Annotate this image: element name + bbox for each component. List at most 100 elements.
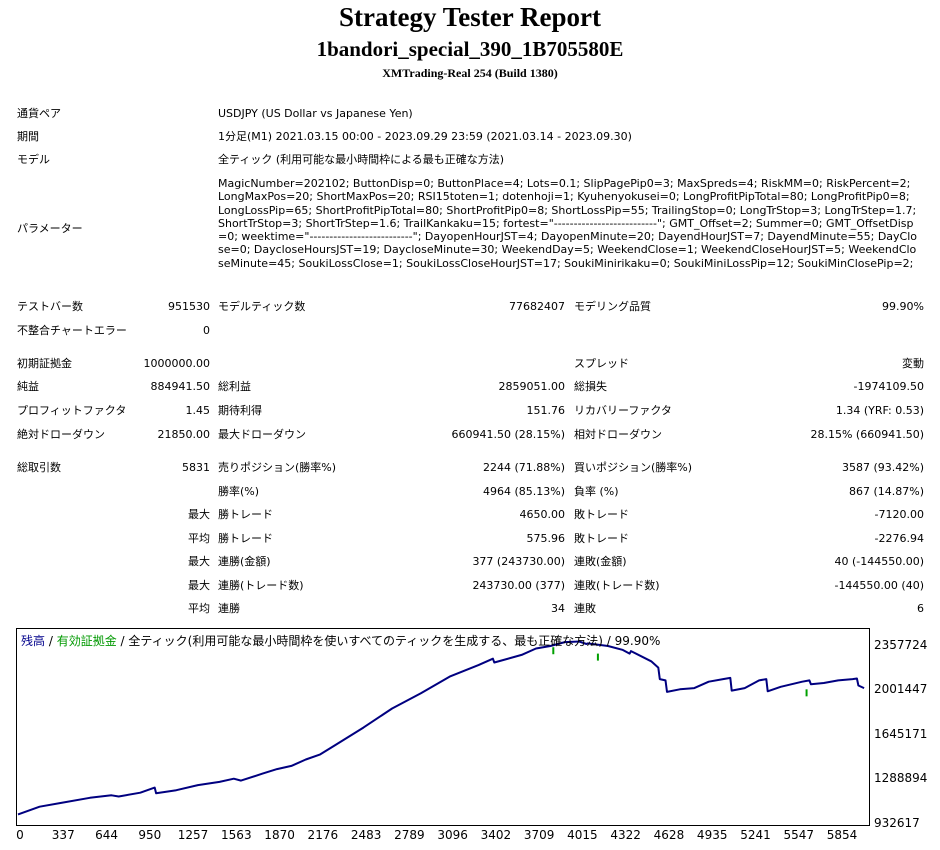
x-tick-label: 2176 [307, 828, 339, 842]
max-label: 最大 [188, 579, 210, 592]
max-loss-value: -7120.00 [874, 508, 924, 521]
x-tick-label: 1563 [221, 828, 252, 842]
abs-dd-value: 21850.00 [157, 428, 211, 441]
avg-win-label: 勝トレード [218, 532, 273, 545]
balance-line [17, 640, 865, 816]
consec-loss-money-value: 40 (-144550.00) [834, 555, 924, 568]
short-value: 2244 (71.88%) [482, 461, 565, 474]
bars-label: テストバー数 [17, 300, 83, 313]
x-tick-label: 4015 [567, 828, 598, 842]
report-title: Strategy Tester Report [339, 2, 601, 32]
trades-value: 5831 [182, 461, 210, 474]
consec-loss-count-value: -144550.00 (40) [834, 579, 924, 592]
x-tick-label: 3402 [480, 828, 512, 842]
y-tick-label: 932617 [874, 815, 920, 830]
consec-win-money-label: 連勝(金額) [218, 555, 271, 568]
winrate-label: 勝率(%) [218, 485, 260, 498]
x-tick-label: 0 [16, 828, 24, 842]
winrate-value: 4964 (85.13%) [482, 485, 565, 498]
long-value: 3587 (93.42%) [841, 461, 924, 474]
avg-consec-win-value: 34 [551, 602, 565, 615]
x-tick-label: 644 [95, 828, 118, 842]
net-label: 純益 [17, 380, 39, 393]
pf-value: 1.45 [185, 404, 211, 417]
x-tick-label: 3096 [437, 828, 468, 842]
params-label: パラメーター [17, 222, 83, 235]
spread-value: 変動 [902, 357, 924, 370]
legend-sep: / [116, 634, 129, 648]
legend-sep: / [45, 634, 57, 648]
consec-win-money-value: 377 (243730.00) [472, 555, 565, 568]
expert-name: 1bandori_special_390_1B705580E [316, 37, 624, 61]
mismatch-value: 0 [203, 324, 210, 337]
short-label: 売りポジション(勝率%) [218, 461, 337, 474]
y-tick-label: 1645171 [874, 726, 928, 741]
max-win-label: 勝トレード [218, 508, 273, 521]
avg-loss-value: -2276.94 [874, 532, 924, 545]
abs-dd-label: 絶対ドローダウン [17, 428, 105, 441]
plot-area [16, 628, 870, 826]
ticks-label: モデルティック数 [218, 300, 306, 313]
lossrate-value: 867 (14.87%) [848, 485, 924, 498]
period-value: 1分足(M1) 2021.03.15 00:00 - 2023.09.29 23… [218, 130, 632, 143]
avg-win-value: 575.96 [526, 532, 566, 545]
period-label: 期間 [17, 130, 39, 143]
legend-balance: 残高 [21, 634, 46, 648]
lossrate-label: 負率 (%) [574, 485, 619, 498]
long-label: 買いポジション(勝率%) [574, 461, 693, 474]
avg-label: 平均 [188, 532, 210, 545]
avg-consec-loss-value: 6 [917, 602, 924, 615]
max-label: 最大 [188, 508, 210, 521]
net-value: 884941.50 [150, 380, 211, 393]
model-label: モデル [17, 153, 50, 166]
bars-value: 951530 [168, 300, 210, 313]
expected-label: 期待利得 [218, 404, 262, 417]
deposit-label: 初期証拠金 [17, 357, 72, 370]
max-win-value: 4650.00 [519, 508, 566, 521]
rel-dd-value: 28.15% (660941.50) [810, 428, 924, 441]
max-dd-label: 最大ドローダウン [218, 428, 306, 441]
avg-loss-label: 敗トレード [574, 532, 629, 545]
x-tick-label: 950 [138, 828, 162, 842]
y-tick-label: 2357724 [874, 638, 928, 652]
x-tick-label: 1870 [264, 828, 295, 842]
deposit-value: 1000000.00 [143, 357, 210, 370]
x-tick-label: 4322 [610, 828, 641, 842]
x-tick-label: 4628 [653, 828, 685, 842]
recovery-value: 1.34 (YRF: 0.53) [835, 404, 924, 417]
avg-consec-loss-label: 連敗 [574, 602, 596, 615]
x-tick-label: 1257 [177, 828, 209, 842]
gross-profit-label: 総利益 [218, 380, 251, 393]
spread-label: スプレッド [574, 357, 629, 370]
x-tick-label: 2483 [350, 828, 382, 842]
pair-label: 通貨ペア [17, 107, 61, 120]
trades-label: 総取引数 [17, 461, 61, 474]
consec-loss-money-label: 連敗(金額) [574, 555, 627, 568]
consec-win-count-value: 243730.00 (377) [472, 579, 565, 592]
consec-loss-count-label: 連敗(トレード数) [574, 579, 660, 592]
x-tick-label: 5241 [740, 828, 771, 842]
ticks-value: 77682407 [509, 300, 565, 313]
x-tick-label: 2789 [394, 828, 425, 842]
avg-consec-win-label: 連勝 [218, 602, 240, 615]
recovery-label: リカバリーファクタ [574, 404, 672, 417]
gross-loss-label: 総損失 [574, 380, 607, 393]
server-build: XMTrading-Real 254 (Build 1380) [382, 66, 558, 80]
gross-profit-value: 2859051.00 [498, 380, 565, 393]
y-tick-label: 1288894 [874, 771, 928, 786]
x-tick-label: 5547 [783, 828, 815, 842]
max-loss-label: 敗トレード [574, 508, 629, 521]
chart-legend: 残高 / 有効証拠金 / 全ティック(利用可能な最小時間枠を使いすべてのティック… [21, 632, 660, 649]
legend-equity: 有効証拠金 [56, 634, 117, 648]
x-tick-label: 337 [51, 828, 75, 842]
gross-loss-value: -1974109.50 [853, 380, 924, 393]
quality-label: モデリング品質 [574, 300, 651, 313]
max-dd-value: 660941.50 (28.15%) [451, 428, 565, 441]
x-tick-label: 5854 [826, 828, 858, 842]
x-tick-label: 4935 [696, 828, 728, 842]
consec-win-count-label: 連勝(トレード数) [218, 579, 304, 592]
balance-chart [16, 628, 870, 826]
quality-value: 99.90% [882, 300, 924, 313]
legend-model: 全ティック(利用可能な最小時間枠を使いすべてのティックを生成する、最も正確な方法… [128, 634, 661, 648]
rel-dd-label: 相対ドローダウン [574, 428, 662, 441]
